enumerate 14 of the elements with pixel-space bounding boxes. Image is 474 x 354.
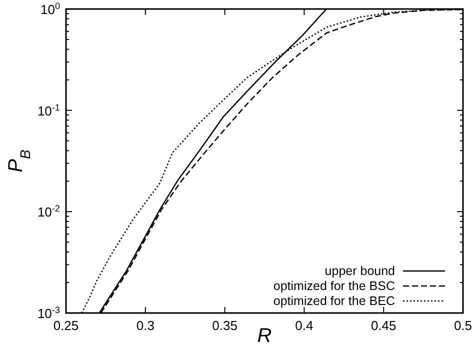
- x-tick-label: 0.5: [454, 318, 472, 333]
- x-tick-label: 0.4: [295, 318, 314, 333]
- x-axis-title: R: [257, 325, 272, 347]
- legend-label: optimized for the BSC: [273, 279, 395, 293]
- legend-label: upper bound: [324, 264, 396, 278]
- y-tick-label: 10$^{-2}$: [37, 204, 60, 220]
- legend-label: optimized for the BEC: [273, 294, 395, 308]
- x-tick-label: 0.25: [53, 318, 79, 333]
- x-tick-label: 0.35: [212, 318, 238, 333]
- y-tick-label: 10$^{0}$: [40, 1, 60, 17]
- y-tick-label: 10$^{-1}$: [37, 102, 60, 118]
- y-tick-label: 10$^{-3}$: [37, 305, 60, 321]
- x-tick-label: 0.45: [370, 318, 396, 333]
- x-tick-label: 0.3: [136, 318, 154, 333]
